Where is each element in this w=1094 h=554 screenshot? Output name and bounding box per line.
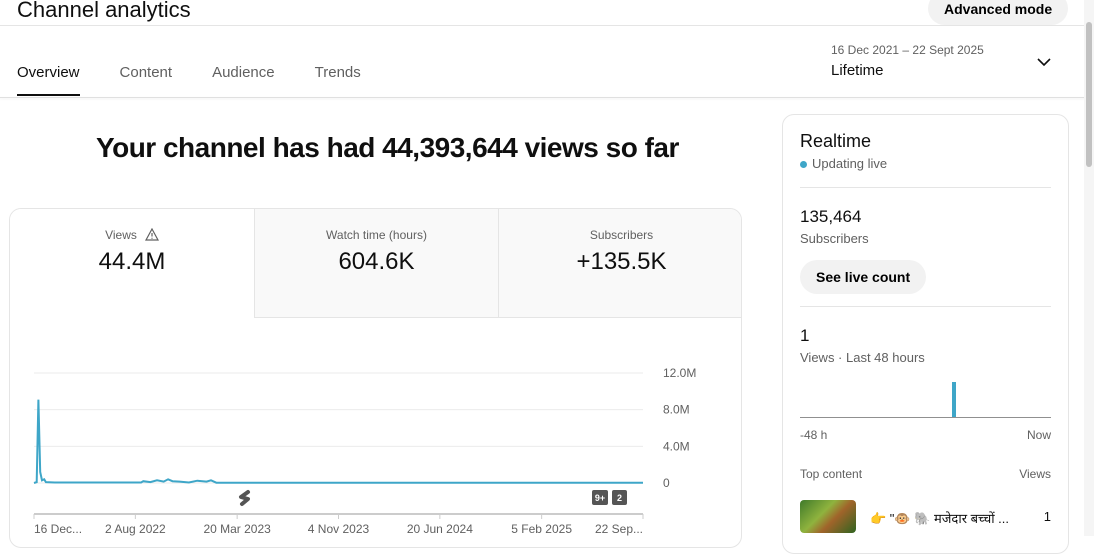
y-tick-label: 0 [663,476,670,490]
marker-badge[interactable]: 9+ [592,490,608,505]
advanced-mode-button[interactable]: Advanced mode [928,0,1069,25]
date-range-selector[interactable]: 16 Dec 2021 – 22 Sept 2025 Lifetime [831,43,984,79]
x-tick-label: 2 Aug 2022 [105,522,166,536]
scrollbar[interactable] [1084,0,1094,536]
metric-subscribers[interactable]: Subscribers +135.5K [498,209,741,318]
views-label: Views · Last 48 hours [800,350,925,365]
svg-text:9+: 9+ [595,493,605,503]
realtime-bar [952,382,956,417]
realtime-title: Realtime [800,131,872,151]
metric-value: +135.5K [576,248,667,275]
metric-watch-time[interactable]: Watch time (hours) 604.6K [254,209,498,318]
warning-icon [144,228,159,241]
scrollbar-thumb[interactable] [1086,22,1092,167]
top-content-item[interactable]: 👉 "🐵 🐘 मजेदार बच्चों ... 1 [800,500,1051,534]
metric-value: 44.4M [98,248,166,275]
divider [0,25,1086,26]
series-line [33,399,644,484]
y-tick-label: 8.0M [663,403,690,417]
video-title: 👉 "🐵 🐘 मजेदार बच्चों ... [870,511,1010,526]
page-title: Channel analytics [17,0,191,22]
tab-overview[interactable]: Overview [17,64,80,96]
chevron-down-icon[interactable] [1036,55,1052,69]
tab-bar: Overview Content Audience Trends [17,64,401,96]
divider [800,187,1051,188]
x-tick-label: 16 Dec... [34,522,82,536]
realtime-axis [800,417,1051,418]
see-live-count-button[interactable]: See live count [800,260,927,294]
tab-content[interactable]: Content [119,64,173,81]
x-tick-label: 4 Nov 2023 [308,522,370,536]
axis-end: Now [1026,428,1051,442]
realtime-card: Realtime Updating live 135,464 Subscribe… [782,114,1069,554]
metric-label: Views [105,228,137,242]
headline: Your channel has had 44,393,644 views so… [96,132,679,163]
date-range: 16 Dec 2021 – 22 Sept 2025 [831,43,984,57]
live-dot-icon [800,161,807,168]
metric-label: Subscribers [589,228,654,242]
realtime-views: 1 [800,326,810,345]
metric-label: Watch time (hours) [326,228,427,242]
y-tick-label: 4.0M [663,439,690,453]
views-chart: 0 4.0M 8.0M 12.0M 16 Dec... 2 Aug 2022 20 Mar … [33,366,696,536]
shorts-icon[interactable] [239,490,250,506]
divider [800,306,1051,307]
y-tick-label: 12.0M [663,366,696,380]
top-content-label: Top content [800,467,863,481]
video-views: 1 [1043,509,1051,524]
subscribers-label: Subscribers [800,231,869,246]
views-column-label: Views [1019,467,1051,481]
metric-value: 604.6K [338,248,415,275]
period: Lifetime [831,62,884,79]
subscriber-count: 135,464 [800,207,862,226]
x-tick-label: 20 Jun 2024 [407,522,473,536]
x-tick-label: 5 Feb 2025 [511,522,572,536]
x-tick-label: 22 Sep... [595,522,643,536]
tab-trends[interactable]: Trends [314,64,361,81]
overview-card: Views 44.4M Watch time (hours) 604.6K Su… [9,208,742,548]
video-thumbnail [800,500,856,533]
axis-start: -48 h [800,428,828,442]
live-status: Updating live [800,156,1051,171]
svg-text:2: 2 [617,493,622,503]
metric-views[interactable]: Views 44.4M [10,209,254,318]
marker-badge[interactable]: 2 [612,490,627,505]
x-tick-label: 20 Mar 2023 [203,522,271,536]
tab-audience[interactable]: Audience [212,64,275,81]
divider [0,97,1086,98]
